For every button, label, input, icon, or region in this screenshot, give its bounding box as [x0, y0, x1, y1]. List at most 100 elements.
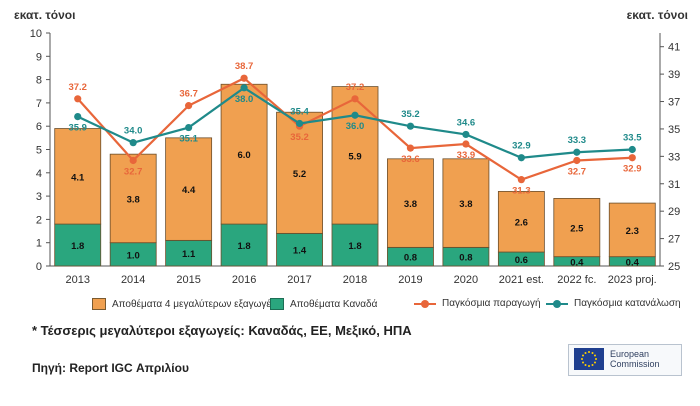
bar-label-canada: 1.8: [71, 241, 84, 252]
point-consumption: [462, 130, 470, 139]
y-unit-right: εκατ. τόνοι: [627, 8, 688, 22]
point-label-production: 36.7: [179, 89, 198, 100]
y-unit-left: εκατ. τόνοι: [14, 8, 75, 22]
y-tick-label-left: 6: [36, 121, 42, 133]
legend-swatch-consumption: [546, 299, 568, 308]
point-label-production: 32.7: [568, 166, 587, 177]
point-consumption: [129, 139, 137, 147]
point-label-consumption: 33.3: [568, 135, 587, 146]
y-tick-label-right: 41: [668, 42, 680, 54]
y-tick-label-right: 27: [668, 234, 680, 246]
bar-label-exporters: 6.0: [237, 150, 250, 161]
point-label-consumption: 35.2: [401, 109, 420, 120]
legend-item-canada: Αποθέματα Καναδά: [270, 298, 377, 310]
bar-exporters: [165, 137, 213, 241]
bar-label-canada: 0.8: [459, 253, 472, 264]
legend-label-canada: Αποθέματα Καναδά: [290, 298, 378, 310]
y-tick-label-left: 8: [36, 75, 42, 87]
bar-exporters: [220, 83, 268, 225]
y-tick-label-left: 3: [36, 191, 42, 203]
point-production: [351, 95, 359, 103]
point-label-production: 33.6: [401, 154, 420, 165]
x-tick-label: 2013: [65, 274, 89, 286]
point-consumption: [351, 111, 359, 119]
european-commission-logo: European Commission: [568, 344, 684, 378]
point-label-consumption: 35.4: [290, 106, 309, 117]
point-label-production: 31.3: [512, 186, 531, 197]
y-tick-label-left: 1: [36, 238, 42, 250]
point-production: [573, 156, 581, 165]
bar-label-exporters: 2.3: [626, 226, 639, 237]
bar-label-canada: 0.4: [570, 257, 584, 268]
point-consumption: [295, 119, 304, 128]
bar-exporters: [497, 191, 545, 253]
bar-label-exporters: 3.8: [459, 199, 472, 210]
x-tick-label: 2023 proj.: [608, 274, 657, 286]
bar-exporters: [109, 153, 157, 244]
bar-label-exporters: 4.4: [182, 185, 196, 196]
source-note: Πηγή: Report IGC Απριλίου: [32, 361, 189, 375]
y-tick-label-left: 0: [36, 261, 42, 273]
logo-text-line1: European: [610, 349, 650, 359]
point-label-consumption: 33.5: [623, 133, 642, 144]
bar-label-exporters: 2.5: [570, 224, 584, 235]
point-label-consumption: 38.0: [235, 94, 254, 105]
bar-exporters: [276, 111, 323, 234]
bar-exporters: [553, 198, 601, 258]
y-tick-label-right: 35: [668, 124, 680, 136]
y-tick-label-right: 31: [668, 179, 680, 191]
bar-label-exporters: 3.8: [127, 194, 140, 205]
x-tick-label: 2016: [232, 274, 256, 286]
point-label-production: 38.7: [235, 61, 254, 72]
legend-label-consumption: Παγκόσμια κατανάλωση: [574, 298, 681, 309]
y-tick-label-left: 2: [36, 214, 42, 226]
legend-swatch-production: [414, 299, 436, 308]
point-label-production: 37.2: [68, 82, 87, 93]
point-consumption: [628, 145, 636, 154]
legend-swatch-canada: [270, 298, 284, 310]
bar-canada: [54, 223, 102, 267]
bar-canada: [331, 223, 379, 267]
bar-exporters: [608, 202, 656, 258]
legend-item-consumption: Παγκόσμια κατανάλωση: [546, 298, 681, 309]
point-label-consumption: 35.9: [68, 123, 87, 134]
point-label-production: 33.9: [457, 150, 476, 161]
legend-swatch-exporters: [92, 298, 106, 310]
bar-label-exporters: 2.6: [515, 218, 528, 229]
bar-exporters: [331, 86, 379, 225]
point-production: [129, 156, 137, 165]
point-label-consumption: 36.0: [346, 121, 365, 132]
point-consumption: [406, 122, 415, 130]
bar-label-exporters: 3.8: [404, 199, 417, 210]
bar-canada: [220, 223, 268, 267]
point-consumption: [240, 84, 248, 92]
bar-label-canada: 0.4: [626, 257, 640, 268]
point-production: [185, 102, 193, 110]
point-label-production: 35.2: [290, 132, 309, 143]
legend-item-exporters: Αποθέματα 4 μεγαλύτερων εξαγωγέων: [92, 298, 284, 310]
y-tick-label-right: 29: [668, 206, 680, 218]
point-production: [517, 176, 525, 184]
point-production: [240, 74, 248, 82]
point-label-production: 32.9: [623, 164, 642, 175]
x-tick-label: 2022 fc.: [557, 274, 596, 286]
bar-exporters: [387, 158, 434, 248]
y-tick-label-left: 9: [36, 51, 42, 63]
point-production: [462, 140, 470, 148]
y-tick-label-right: 33: [668, 151, 680, 163]
bar-label-canada: 0.6: [515, 255, 528, 266]
point-label-consumption: 32.9: [512, 141, 531, 152]
bar-label-canada: 1.0: [127, 250, 140, 261]
y-tick-label-left: 5: [36, 145, 42, 157]
point-label-production: 37.2: [346, 82, 365, 93]
point-consumption: [573, 148, 581, 156]
x-tick-label: 2019: [398, 274, 422, 286]
point-consumption: [517, 154, 525, 162]
x-tick-label: 2018: [343, 274, 367, 286]
point-label-consumption: 34.0: [124, 126, 143, 137]
point-label-consumption: 34.6: [457, 117, 476, 128]
point-label-production: 32.7: [124, 166, 143, 177]
logo-text-line2: Commission: [610, 359, 660, 369]
bar-label-canada: 1.1: [182, 249, 196, 260]
point-production: [406, 144, 415, 152]
